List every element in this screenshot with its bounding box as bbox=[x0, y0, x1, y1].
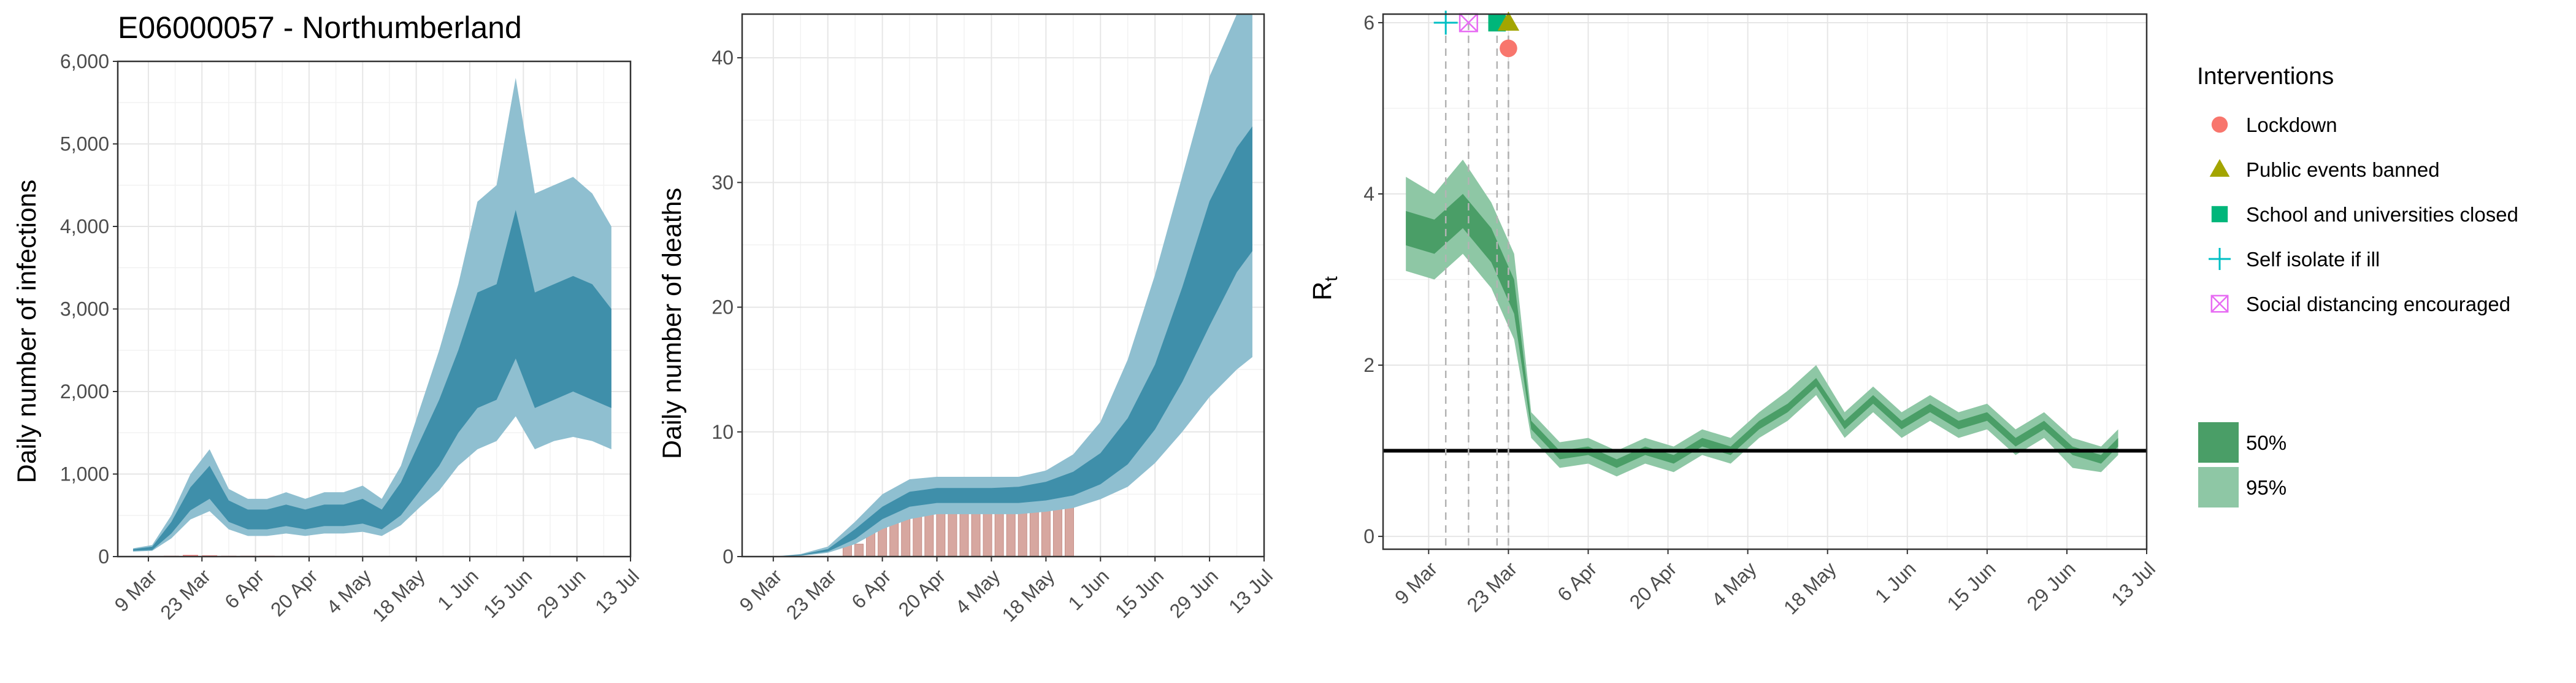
death-bar bbox=[1064, 506, 1074, 557]
x-tick-label: 6 Apr bbox=[1553, 557, 1601, 606]
x-tick-label: 29 Jun bbox=[1165, 565, 1222, 622]
legend-label: School and universities closed bbox=[2246, 203, 2518, 226]
band-95 bbox=[1406, 160, 2118, 477]
rt-y-axis-label-main: R bbox=[1308, 282, 1337, 301]
chart-title: E06000057 - Northumberland bbox=[118, 10, 522, 45]
infections-y-axis-label: Daily number of infections bbox=[12, 180, 42, 484]
x-tick-label: 15 Jun bbox=[479, 565, 536, 622]
plot-border bbox=[1382, 13, 2148, 550]
legend-symbol-box bbox=[2210, 295, 2229, 313]
death-bar bbox=[1029, 506, 1039, 557]
x-tick-label: 20 Apr bbox=[266, 565, 322, 620]
legend-label: Self isolate if ill bbox=[2246, 248, 2380, 271]
x-tick-label: 6 Apr bbox=[220, 565, 269, 613]
x-tick-label: 13 Jul bbox=[2107, 557, 2160, 610]
y-tick-label: 0 bbox=[723, 546, 734, 568]
y-tick-label: 1,000 bbox=[60, 463, 109, 485]
y-tick-label: 0 bbox=[98, 546, 109, 568]
y-tick-label: 20 bbox=[711, 296, 734, 318]
x-tick-label: 15 Jun bbox=[1942, 557, 1999, 614]
y-tick-label: 4,000 bbox=[60, 215, 109, 237]
rt-panel: 0 2 4 6 9 Mar 23 Mar 6 Apr 20 Apr 4 May 18 May 1 J… bbox=[1363, 10, 2160, 619]
legend-symbol bbox=[2209, 248, 2231, 270]
legend: Interventions Lockdown Public events bann… bbox=[2197, 63, 2518, 507]
legend-symbol bbox=[2210, 295, 2229, 313]
plot-border bbox=[741, 13, 1265, 558]
x-tick-label: 4 May bbox=[1708, 557, 1761, 611]
death-bar bbox=[1041, 506, 1051, 557]
legend-symbol bbox=[2211, 116, 2228, 133]
legend-label: Social distancing encouraged bbox=[2246, 293, 2510, 315]
death-bar bbox=[1018, 506, 1027, 557]
x-tick-label: 23 Mar bbox=[1462, 557, 1521, 616]
x-tick-label: 20 Apr bbox=[1625, 557, 1681, 613]
y-tick-label: 0 bbox=[1363, 525, 1374, 547]
x-tick-label: 4 May bbox=[951, 565, 1004, 618]
x-tick-label: 29 Jun bbox=[532, 565, 589, 622]
x-tick-label: 13 Jul bbox=[591, 565, 643, 617]
y-tick-label: 5,000 bbox=[60, 133, 109, 155]
x-tick-label: 18 May bbox=[998, 565, 1059, 626]
x-tick-label: 20 Apr bbox=[894, 565, 950, 620]
band-50 bbox=[132, 210, 611, 551]
y-tick-label: 40 bbox=[711, 47, 734, 69]
x-tick-label: 9 Mar bbox=[110, 565, 162, 616]
legend-band-swatch bbox=[2198, 467, 2239, 507]
x-tick-label: 18 May bbox=[368, 565, 429, 626]
x-tick-label: 15 Jun bbox=[1111, 565, 1168, 622]
y-tick-label: 10 bbox=[711, 421, 734, 443]
band-50 bbox=[1406, 193, 2118, 468]
legend-band-label: 95% bbox=[2246, 476, 2287, 499]
legend-band-label: 50% bbox=[2246, 431, 2287, 454]
x-tick-label: 18 May bbox=[1779, 557, 1841, 619]
x-tick-label: 1 Jun bbox=[1064, 565, 1113, 614]
death-bar bbox=[1052, 506, 1062, 557]
deaths-y-axis-label: Daily number of deaths bbox=[657, 188, 687, 459]
death-bar bbox=[854, 544, 864, 557]
legend-label: Lockdown bbox=[2246, 114, 2337, 136]
observed-bar bbox=[183, 555, 199, 557]
rt-y-axis-label: Rt bbox=[1308, 276, 1341, 301]
x-tick-label: 13 Jul bbox=[1224, 565, 1277, 617]
x-tick-label: 9 Mar bbox=[1390, 557, 1442, 609]
x-tick-label: 6 Apr bbox=[847, 565, 895, 613]
intervention-marker bbox=[1500, 39, 1517, 58]
x-tick-label: 1 Jun bbox=[433, 565, 483, 614]
band-50 bbox=[773, 126, 1252, 557]
legend-label: Public events banned bbox=[2246, 158, 2440, 181]
y-tick-label: 6 bbox=[1363, 12, 1374, 34]
y-tick-label: 30 bbox=[711, 171, 734, 193]
band-95 bbox=[132, 77, 611, 552]
y-tick-label: 2 bbox=[1363, 354, 1374, 376]
y-tick-label: 6,000 bbox=[60, 50, 109, 72]
y-tick-label: 4 bbox=[1363, 183, 1374, 205]
intervention-marker bbox=[1497, 11, 1520, 31]
rt-y-axis-label-sub: t bbox=[1321, 276, 1341, 282]
legend-band-swatch bbox=[2198, 422, 2239, 463]
x-tick-label: 1 Jun bbox=[1871, 557, 1920, 607]
legend-title: Interventions bbox=[2197, 63, 2334, 90]
legend-symbol-d2 bbox=[2210, 295, 2229, 313]
x-tick-label: 23 Mar bbox=[782, 565, 841, 623]
legend-symbol bbox=[2211, 206, 2228, 223]
x-tick-label: 9 Mar bbox=[735, 565, 786, 616]
x-tick-label: 23 Mar bbox=[156, 565, 215, 623]
legend-symbol bbox=[2209, 159, 2230, 177]
intervention-marker-d2 bbox=[1459, 13, 1478, 33]
x-tick-label: 29 Jun bbox=[2022, 557, 2079, 614]
y-tick-label: 2,000 bbox=[60, 380, 109, 403]
y-tick-label: 3,000 bbox=[60, 298, 109, 320]
